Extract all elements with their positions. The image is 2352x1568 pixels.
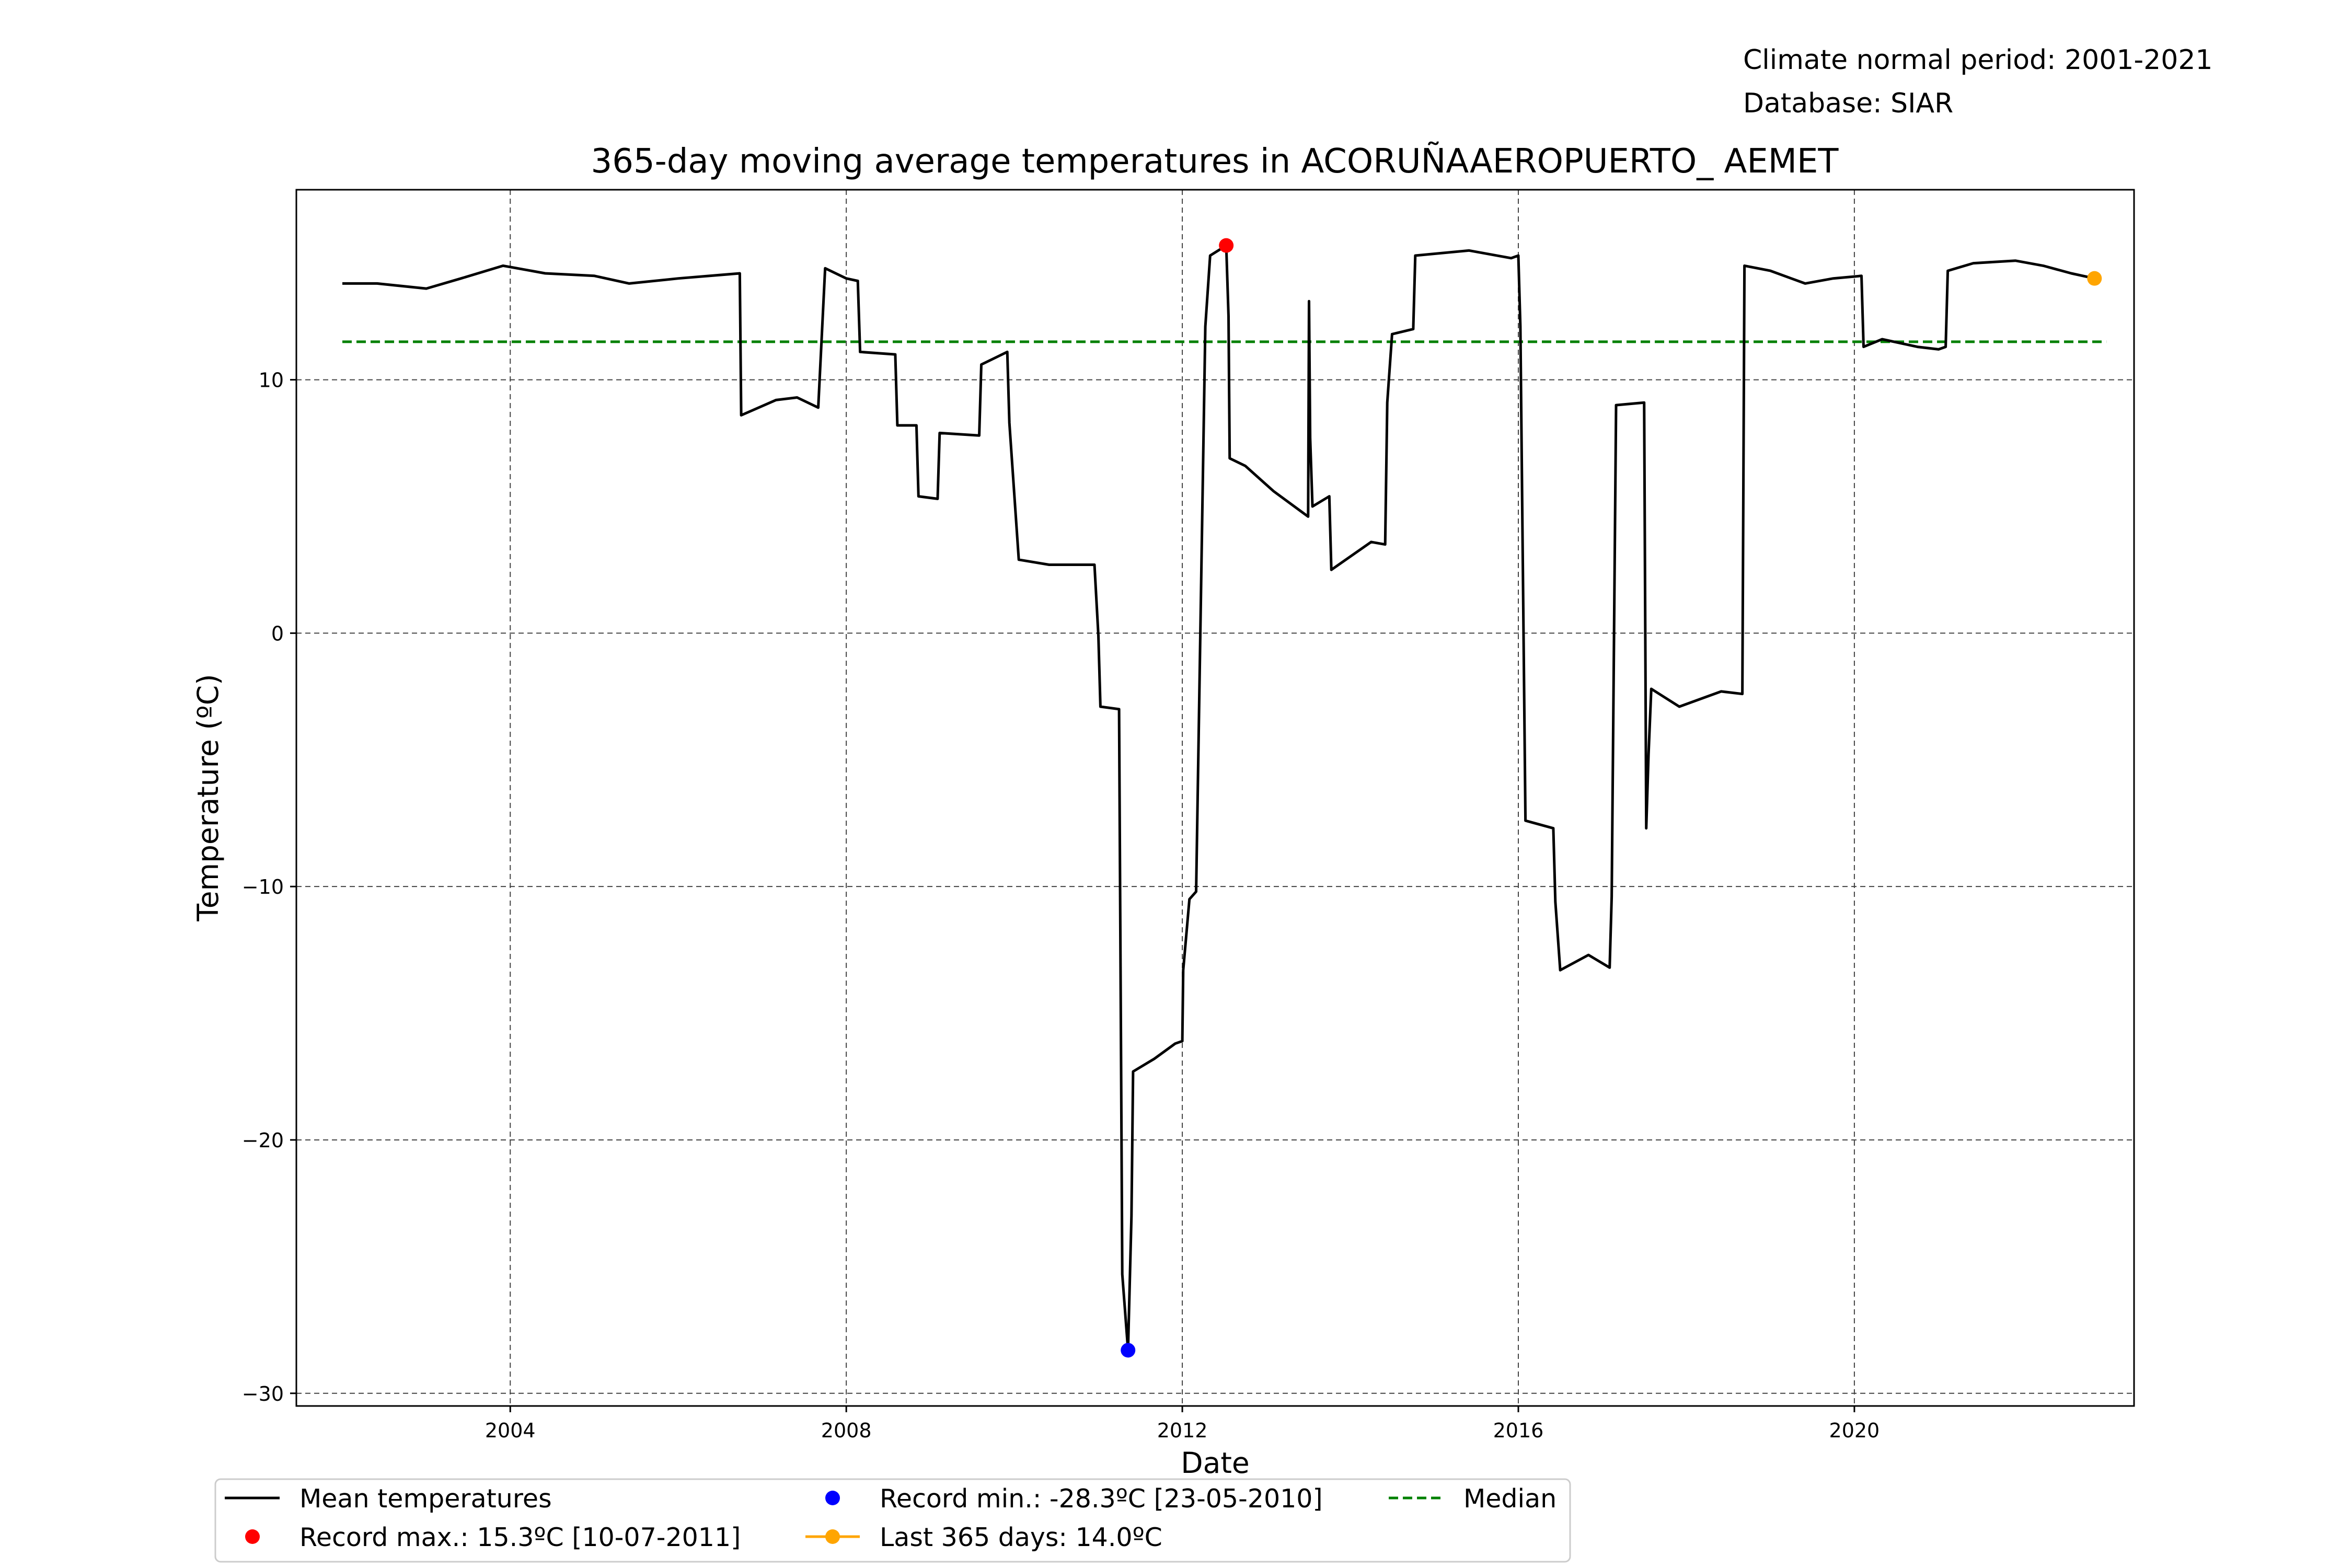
y-axis-ticks: −30 −20 −10 0 10 xyxy=(242,369,296,1405)
legend-last365-label: Last 365 days: 14.0ºC xyxy=(880,1523,1162,1552)
y-tick-label: 0 xyxy=(271,622,284,645)
grid xyxy=(296,190,2134,1406)
y-axis-label: Temperature (ºC) xyxy=(191,674,225,921)
x-axis-label: Date xyxy=(1181,1446,1249,1480)
mean-temperature-line xyxy=(342,244,2095,1352)
plot-frame xyxy=(295,189,2135,1407)
x-axis-ticks: 2004 2008 2012 2016 2020 xyxy=(485,1406,1880,1442)
legend-record-min-swatch xyxy=(825,1491,840,1505)
legend-mean-label: Mean temperatures xyxy=(299,1484,552,1514)
record-max-point xyxy=(1219,238,1234,253)
legend-record-min-label: Record min.: -28.3ºC [23-05-2010] xyxy=(880,1484,1323,1514)
marker-layer xyxy=(1121,238,2102,1358)
record-min-point xyxy=(1121,1343,1136,1358)
y-tick-label: −10 xyxy=(242,875,284,898)
legend-record-max-swatch xyxy=(245,1529,260,1544)
x-tick-label: 2020 xyxy=(1829,1419,1880,1442)
legend: Mean temperatures Record max.: 15.3ºC [1… xyxy=(214,1478,1571,1563)
x-tick-label: 2004 xyxy=(485,1419,536,1442)
x-tick-label: 2016 xyxy=(1493,1419,1544,1442)
chart-title: 365-day moving average temperatures in A… xyxy=(591,142,1839,181)
legend-record-max-label: Record max.: 15.3ºC [10-07-2011] xyxy=(299,1523,741,1552)
plot-area xyxy=(296,190,2134,1406)
y-tick-label: −20 xyxy=(242,1129,284,1152)
legend-frame xyxy=(214,1478,1571,1563)
legend-median-label: Median xyxy=(1463,1484,1557,1514)
series-layer xyxy=(342,244,2095,1352)
normal-period-text: Climate normal period: 2001-2021 xyxy=(1743,44,2213,76)
y-tick-label: 10 xyxy=(259,369,284,392)
x-tick-label: 2012 xyxy=(1157,1419,1208,1442)
last-365-days-point xyxy=(2087,271,2102,286)
legend-last365-dot-swatch xyxy=(825,1529,840,1544)
database-text: Database: SIAR xyxy=(1743,88,1953,119)
x-tick-label: 2008 xyxy=(821,1419,872,1442)
y-tick-label: −30 xyxy=(242,1382,284,1405)
